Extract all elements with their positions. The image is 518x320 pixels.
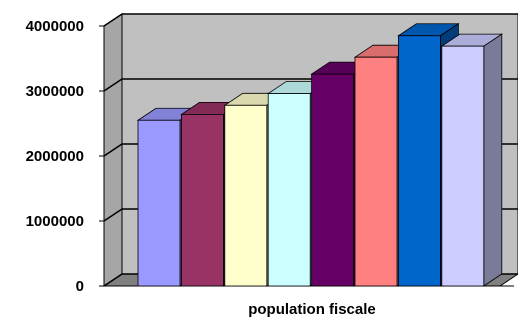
bar-front [180,114,224,287]
bar-front [267,93,311,287]
y-tick-label: 1000000 [26,213,84,230]
bar-front [354,56,398,287]
bar-front [441,45,485,287]
y-tick-label: 3000000 [26,83,84,100]
bar-front [224,104,268,287]
x-axis-title: population fiscale [248,301,376,318]
bar [440,33,504,287]
y-tick-label: 0 [76,278,84,295]
gridline [103,13,518,27]
bar-front [397,35,441,287]
bar-front [137,119,181,287]
y-tick-label: 4000000 [26,18,84,35]
bars [136,23,504,287]
y-tick-label: 2000000 [26,148,84,165]
bar-side [483,33,503,287]
bar-front [311,73,355,287]
